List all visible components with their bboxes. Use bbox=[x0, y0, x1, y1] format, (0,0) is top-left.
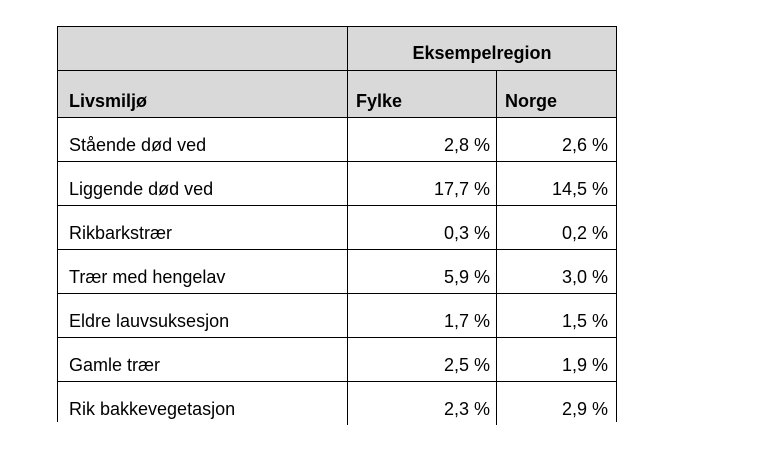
fylke-value: 2,8 % bbox=[347, 118, 496, 161]
row-label: Eldre lauvsuksesjon bbox=[69, 311, 230, 331]
table-header-group-row: Eksempelregion bbox=[58, 27, 616, 71]
row-label: Rik bakkevegetasjon bbox=[69, 399, 236, 419]
fylke-value: 17,7 % bbox=[347, 162, 496, 205]
table-row: Liggende død ved 17,7 % 14,5 % bbox=[58, 162, 616, 206]
table-row: Stående død ved 2,8 % 2,6 % bbox=[58, 118, 616, 162]
row-label: Trær med hengelav bbox=[69, 267, 226, 287]
norge-value: 0,2 % bbox=[496, 206, 616, 249]
habitat-table: Eksempelregion Livsmiljø Fylke Norge Stå… bbox=[57, 26, 617, 425]
header-blank-cell bbox=[58, 27, 347, 70]
fylke-value: 1,7 % bbox=[347, 294, 496, 337]
fylke-value: 2,5 % bbox=[347, 338, 496, 381]
norge-value: 14,5 % bbox=[496, 162, 616, 205]
norge-value: 2,9 % bbox=[496, 382, 616, 425]
table-row: Gamle trær 2,5 % 1,9 % bbox=[58, 338, 616, 382]
table-column-header-row: Livsmiljø Fylke Norge bbox=[58, 71, 616, 118]
row-label: Liggende død ved bbox=[69, 179, 214, 199]
column-header-livsmiljo: Livsmiljø bbox=[69, 91, 148, 111]
row-label: Stående død ved bbox=[69, 135, 207, 155]
norge-value: 2,6 % bbox=[496, 118, 616, 161]
column-header-norge: Norge bbox=[496, 71, 616, 117]
table-row: Rik bakkevegetasjon 2,3 % 2,9 % bbox=[58, 382, 616, 425]
table-row: Eldre lauvsuksesjon 1,7 % 1,5 % bbox=[58, 294, 616, 338]
norge-value: 1,5 % bbox=[496, 294, 616, 337]
column-header-fylke: Fylke bbox=[347, 71, 496, 117]
table-row: Rikbarkstrær 0,3 % 0,2 % bbox=[58, 206, 616, 250]
table-row: Trær med hengelav 5,9 % 3,0 % bbox=[58, 250, 616, 294]
fylke-value: 2,3 % bbox=[347, 382, 496, 425]
fylke-value: 0,3 % bbox=[347, 206, 496, 249]
norge-value: 1,9 % bbox=[496, 338, 616, 381]
fylke-value: 5,9 % bbox=[347, 250, 496, 293]
row-label: Gamle trær bbox=[69, 355, 161, 375]
region-header: Eksempelregion bbox=[347, 27, 616, 70]
row-label: Rikbarkstrær bbox=[69, 223, 173, 243]
norge-value: 3,0 % bbox=[496, 250, 616, 293]
